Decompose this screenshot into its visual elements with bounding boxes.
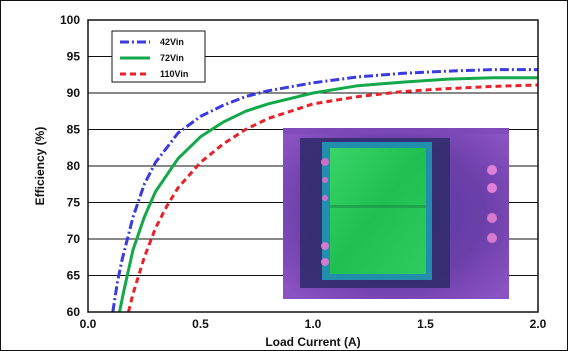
- series-line-42Vin: [111, 68, 538, 313]
- x-tick-label-1.0: 1.0: [305, 317, 322, 331]
- y-tick-label-75: 75: [67, 196, 81, 210]
- y-tick-label-70: 70: [67, 232, 81, 246]
- x-axis-label: Load Current (A): [265, 335, 360, 349]
- y-tick-label-95: 95: [67, 50, 81, 64]
- y-tick-label-100: 100: [60, 13, 80, 27]
- series-line-72Vin: [118, 76, 538, 313]
- legend-label-72Vin: 72Vin: [160, 53, 184, 63]
- x-tick-label-1.5: 1.5: [417, 317, 434, 331]
- legend: 42Vin 72Vin 110Vin: [111, 30, 206, 83]
- legend-label-110Vin: 110Vin: [160, 69, 188, 79]
- series-line-110Vin: [127, 83, 539, 313]
- y-tick-label-90: 90: [67, 86, 81, 100]
- y-tick-label-85: 85: [67, 123, 81, 137]
- y-tick-label-65: 65: [67, 269, 81, 283]
- x-tick-label-0.5: 0.5: [192, 317, 209, 331]
- y-tick-label-60: 60: [67, 305, 81, 319]
- x-tick-label-0.0: 0.0: [80, 317, 97, 331]
- legend-label-42Vin: 42Vin: [160, 37, 184, 47]
- y-axis-ticks: 60 65 70 75 80 85 90 95 100: [60, 13, 80, 319]
- y-axis-label: Efficiency (%): [33, 127, 47, 206]
- x-axis-ticks: 0.0 0.5 1.0 1.5 2.0: [80, 317, 547, 331]
- plot-area-border: [87, 19, 539, 313]
- thermal-image-inset: [283, 128, 509, 299]
- series-lines: [111, 68, 539, 313]
- y-tick-label-80: 80: [67, 159, 81, 173]
- x-tick-label-2.0: 2.0: [530, 317, 547, 331]
